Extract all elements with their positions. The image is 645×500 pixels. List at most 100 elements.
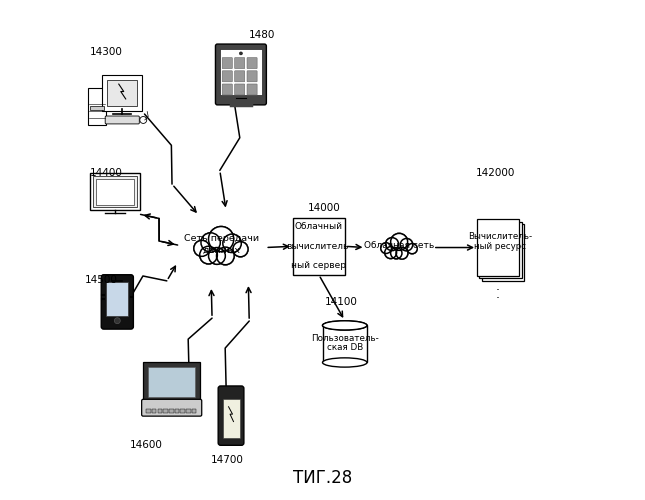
FancyBboxPatch shape <box>293 218 344 274</box>
Text: ΤИГ.28: ΤИГ.28 <box>293 470 352 488</box>
Circle shape <box>209 248 225 264</box>
FancyBboxPatch shape <box>169 409 174 413</box>
FancyBboxPatch shape <box>247 58 257 68</box>
Circle shape <box>223 234 241 252</box>
Circle shape <box>194 240 210 256</box>
Circle shape <box>217 248 234 264</box>
Ellipse shape <box>323 322 366 330</box>
Text: 14400: 14400 <box>90 168 123 178</box>
FancyBboxPatch shape <box>218 386 244 446</box>
Text: данных: данных <box>202 246 240 254</box>
Circle shape <box>114 318 120 324</box>
FancyBboxPatch shape <box>101 274 134 329</box>
Circle shape <box>407 244 417 254</box>
Circle shape <box>381 243 392 254</box>
FancyBboxPatch shape <box>322 326 367 362</box>
Text: ный ресурс: ный ресурс <box>475 242 526 250</box>
FancyBboxPatch shape <box>247 71 257 82</box>
Circle shape <box>407 244 417 254</box>
Circle shape <box>208 226 233 252</box>
Circle shape <box>391 234 408 250</box>
FancyBboxPatch shape <box>235 84 244 95</box>
FancyBboxPatch shape <box>142 400 202 416</box>
Circle shape <box>386 238 399 250</box>
FancyBboxPatch shape <box>152 409 157 413</box>
Text: .: . <box>496 280 500 292</box>
FancyBboxPatch shape <box>223 399 239 438</box>
Circle shape <box>396 248 408 259</box>
Text: 14100: 14100 <box>325 297 358 307</box>
Text: 14500: 14500 <box>85 274 118 284</box>
FancyBboxPatch shape <box>181 409 185 413</box>
Text: Сеть передачи: Сеть передачи <box>184 234 259 243</box>
FancyBboxPatch shape <box>223 58 232 68</box>
Text: ская DB: ская DB <box>326 344 363 352</box>
Text: .: . <box>496 288 500 300</box>
Circle shape <box>239 52 243 55</box>
FancyBboxPatch shape <box>163 409 168 413</box>
Text: 14600: 14600 <box>130 440 163 450</box>
Text: ный сервер: ный сервер <box>292 262 346 270</box>
Ellipse shape <box>322 321 367 330</box>
FancyBboxPatch shape <box>106 282 128 316</box>
FancyBboxPatch shape <box>105 116 139 124</box>
Circle shape <box>209 227 233 251</box>
Circle shape <box>233 242 248 257</box>
Circle shape <box>194 240 210 256</box>
Circle shape <box>401 238 412 250</box>
FancyBboxPatch shape <box>247 84 257 95</box>
FancyBboxPatch shape <box>220 50 262 95</box>
FancyBboxPatch shape <box>102 76 143 110</box>
Circle shape <box>391 248 402 259</box>
FancyBboxPatch shape <box>215 44 266 105</box>
Text: 14700: 14700 <box>212 455 244 465</box>
Text: 14300: 14300 <box>90 47 123 57</box>
FancyBboxPatch shape <box>235 58 244 68</box>
Text: Пользователь-: Пользователь- <box>311 334 379 342</box>
Circle shape <box>200 246 217 264</box>
FancyBboxPatch shape <box>186 409 191 413</box>
FancyBboxPatch shape <box>477 219 519 276</box>
Circle shape <box>385 247 397 258</box>
Text: Облачный: Облачный <box>295 222 342 232</box>
FancyBboxPatch shape <box>175 409 179 413</box>
Text: Вычислитель-: Вычислитель- <box>468 232 533 241</box>
Text: 142000: 142000 <box>476 168 515 178</box>
Text: 1480: 1480 <box>248 30 275 40</box>
FancyBboxPatch shape <box>96 180 134 204</box>
FancyBboxPatch shape <box>157 409 162 413</box>
FancyBboxPatch shape <box>146 409 151 413</box>
Circle shape <box>233 242 248 256</box>
FancyBboxPatch shape <box>482 224 524 281</box>
Ellipse shape <box>322 358 367 367</box>
FancyBboxPatch shape <box>90 174 139 210</box>
Circle shape <box>384 246 397 258</box>
FancyBboxPatch shape <box>223 71 232 82</box>
Circle shape <box>391 234 407 250</box>
FancyBboxPatch shape <box>235 71 244 82</box>
FancyBboxPatch shape <box>143 362 201 403</box>
Text: 14000: 14000 <box>308 203 341 213</box>
FancyBboxPatch shape <box>148 368 195 397</box>
Circle shape <box>223 234 241 252</box>
FancyBboxPatch shape <box>88 88 106 125</box>
FancyBboxPatch shape <box>479 222 522 278</box>
Circle shape <box>201 233 220 252</box>
Circle shape <box>217 247 234 265</box>
Circle shape <box>391 248 402 258</box>
Text: Облачная сеть: Облачная сеть <box>364 240 434 250</box>
FancyBboxPatch shape <box>107 80 137 106</box>
Circle shape <box>201 233 221 252</box>
Circle shape <box>401 238 413 251</box>
Circle shape <box>208 248 225 264</box>
Text: вычислитель-: вычислитель- <box>286 242 352 251</box>
FancyBboxPatch shape <box>192 409 196 413</box>
FancyBboxPatch shape <box>223 84 232 95</box>
Circle shape <box>200 246 217 264</box>
Circle shape <box>381 242 392 254</box>
FancyBboxPatch shape <box>93 176 137 208</box>
Circle shape <box>396 247 408 259</box>
Circle shape <box>386 238 399 250</box>
Circle shape <box>140 116 146 123</box>
FancyBboxPatch shape <box>90 106 104 110</box>
